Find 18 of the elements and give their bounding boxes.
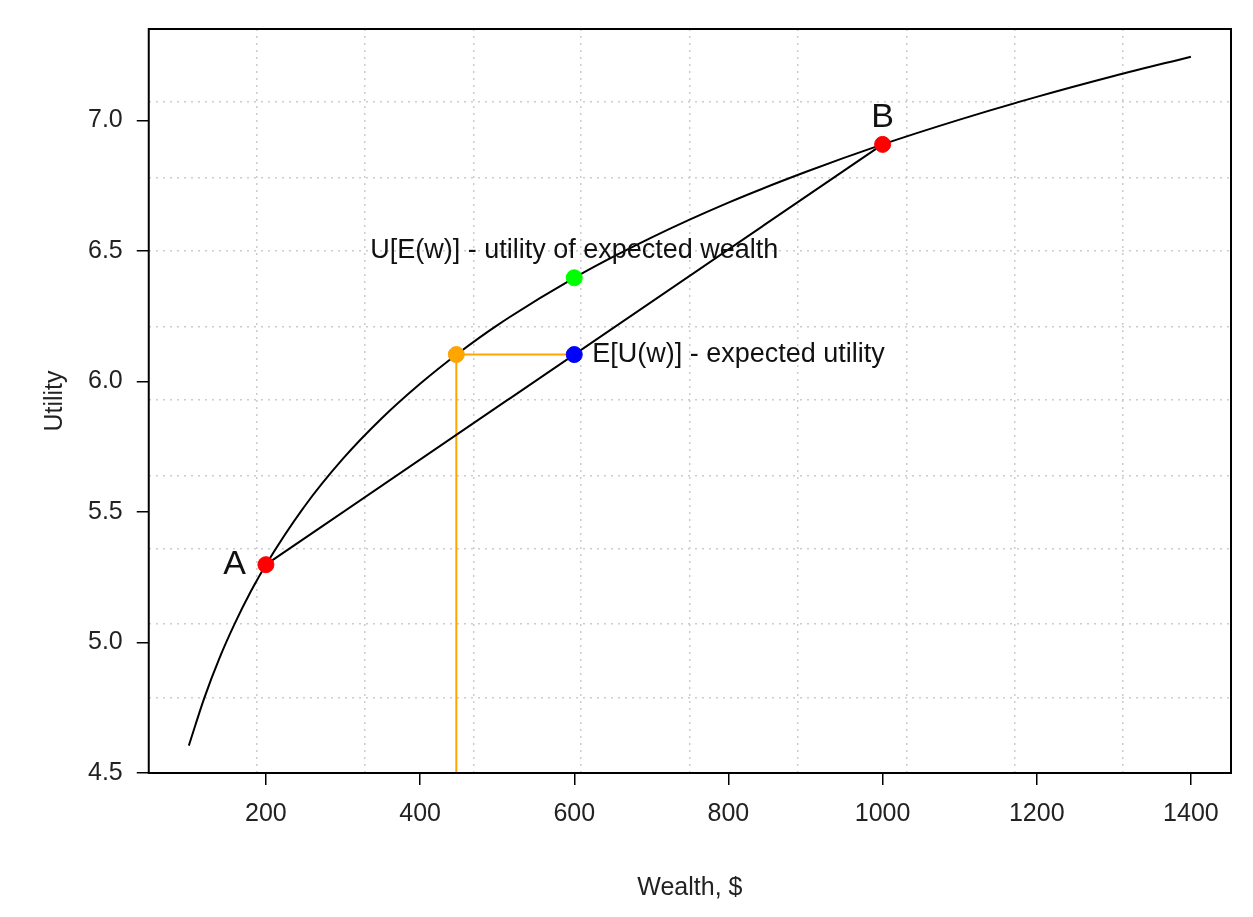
x-tick-label: 400	[399, 797, 441, 826]
annotation: A	[223, 543, 247, 582]
y-tick-label: 6.0	[87, 365, 123, 394]
x-tick-label: 1400	[1163, 797, 1219, 826]
annotation: B	[871, 95, 894, 134]
x-tick-label: 200	[245, 797, 287, 826]
x-tick-label: 600	[553, 797, 596, 826]
x-tick-label: 1000	[854, 797, 911, 826]
y-tick-label: 7.0	[87, 104, 123, 133]
y-tick-label: 6.5	[87, 234, 123, 263]
y-tick-label: 5.0	[87, 626, 123, 655]
x-tick-label: 1200	[1008, 797, 1065, 826]
y-axis-title: Utility	[38, 369, 67, 432]
y-tick-label: 5.5	[87, 495, 123, 524]
x-tick-label: 800	[707, 797, 750, 826]
annotation: E[U(w)] - expected utility	[592, 337, 886, 368]
x-axis-title: Wealth, $	[637, 871, 743, 900]
y-tick-label: 4.5	[87, 756, 123, 785]
